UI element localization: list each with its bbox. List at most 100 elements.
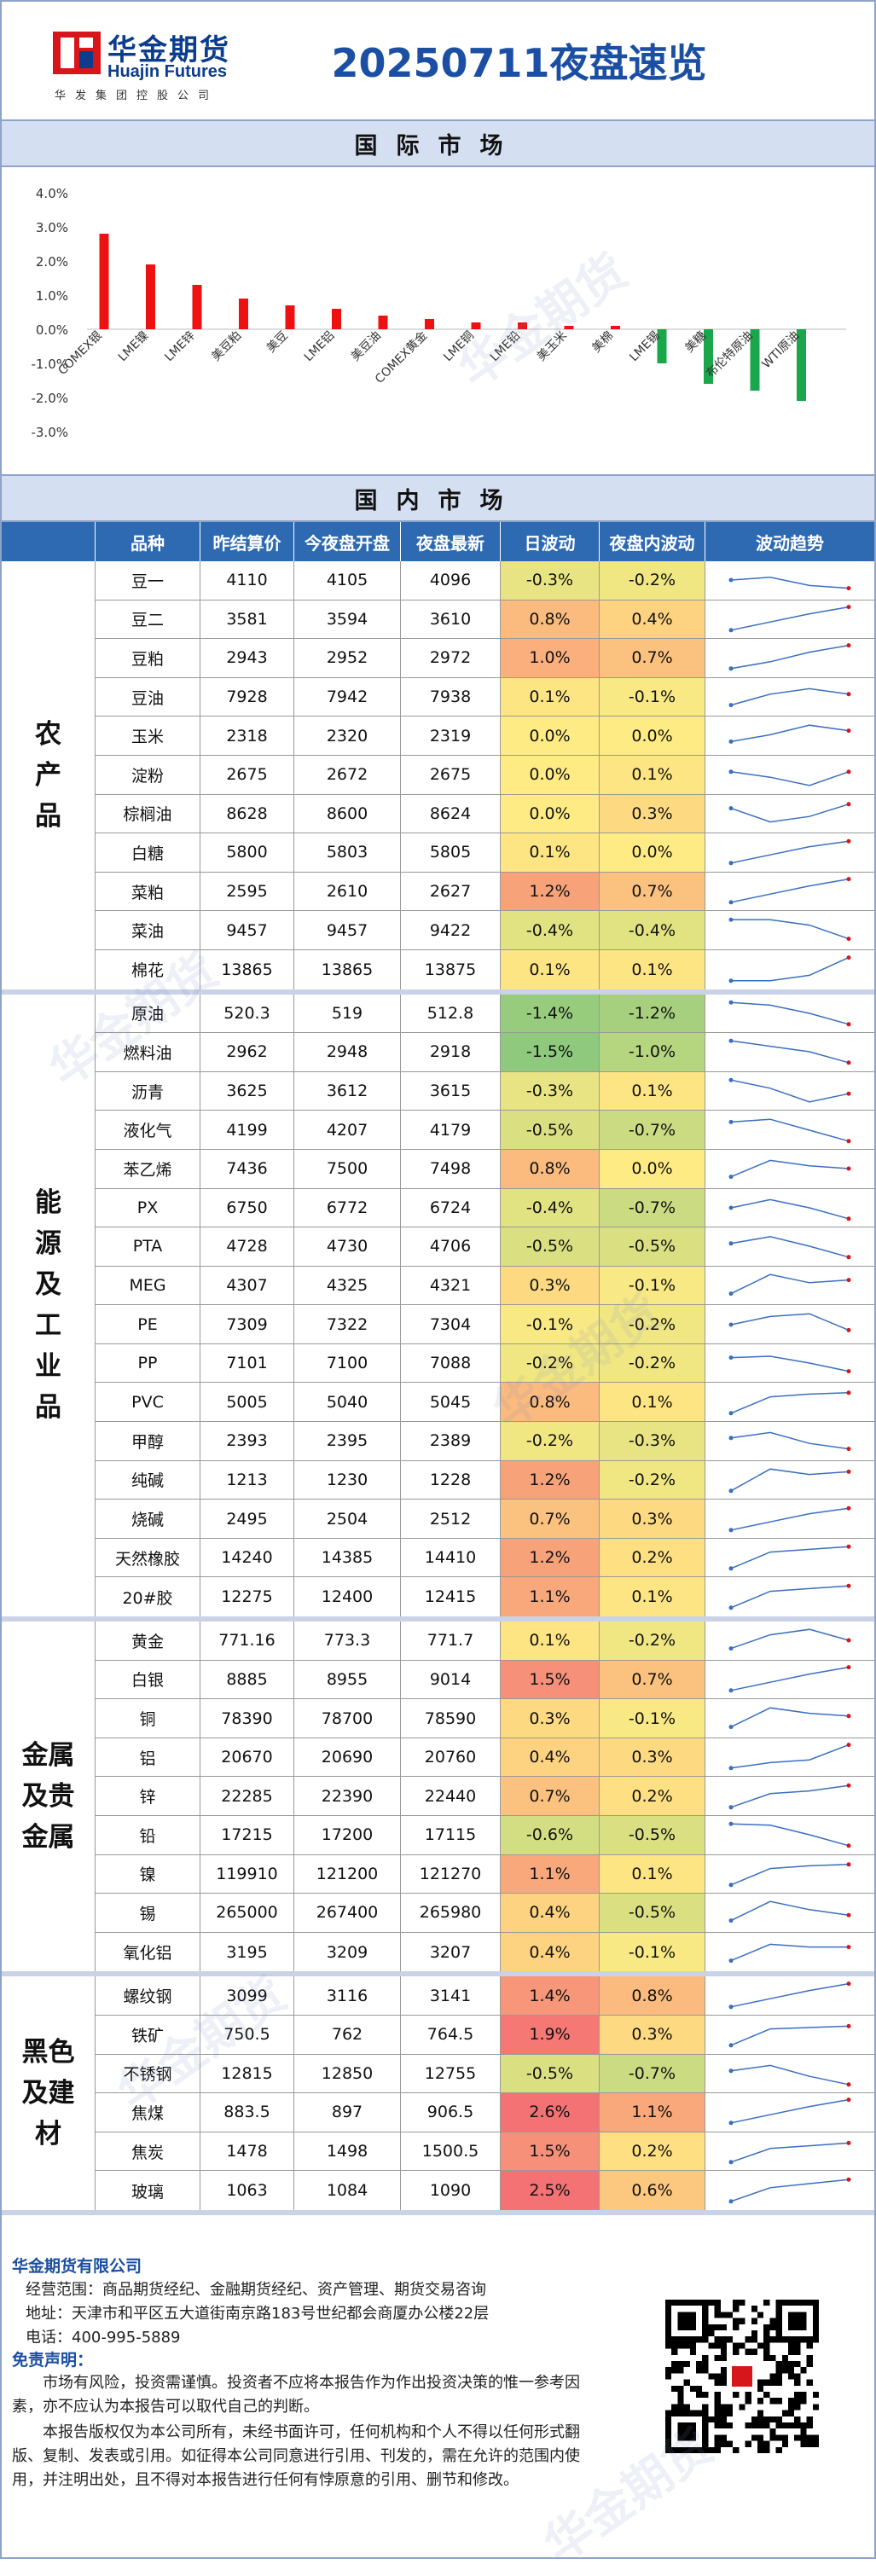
cell-night-change: -1.0% — [600, 1033, 705, 1071]
cell-name: 镍 — [96, 1854, 200, 1894]
cell-name: 20#胶 — [96, 1577, 200, 1617]
group-label: 农 产 品 — [2, 561, 96, 989]
cell-open: 2948 — [294, 1033, 401, 1071]
cell-settle: 4307 — [200, 1266, 294, 1305]
domestic-table-body: 农 产 品豆一 4110 4105 4096 -0.3% -0.2% 豆二 3581 3594 3… — [2, 561, 874, 2215]
sparkline — [728, 1783, 851, 1810]
cell-last: 3207 — [401, 1932, 501, 1972]
table-row: 白糖 5800 5803 5805 0.1% 0.0% — [96, 833, 874, 873]
y-tick-label: -2.0% — [31, 391, 68, 406]
bar-2 — [192, 285, 202, 329]
cell-settle: 1213 — [200, 1460, 294, 1500]
cell-settle: 119910 — [200, 1854, 294, 1894]
cell-trend — [705, 1150, 874, 1188]
sparkline — [728, 769, 851, 786]
cell-last: 3141 — [401, 1976, 501, 2015]
cell-open: 2395 — [294, 1422, 401, 1460]
cell-open: 121200 — [294, 1854, 401, 1894]
company-logo: 华金期货 Huajin Futures 华发集团控股公司 — [2, 1, 232, 120]
group-label: 能 源 及 工 业 品 — [2, 994, 96, 1617]
sparkline-point — [846, 692, 851, 697]
cell-name: 淀粉 — [96, 755, 200, 794]
y-tick-label: 4.0% — [36, 186, 68, 201]
sparkline-path — [730, 2025, 850, 2046]
sparkline-point — [846, 1638, 851, 1643]
cell-night-change: -0.3% — [600, 1422, 705, 1460]
cell-name: 铁矿 — [96, 2015, 200, 2054]
cell-trend — [705, 1622, 874, 1660]
cell-day-change: 0.1% — [501, 949, 600, 989]
sparkline-path — [730, 2179, 850, 2202]
table-row: 烧碱 2495 2504 2512 0.7% 0.3% — [96, 1500, 874, 1539]
sparkline-point — [728, 1724, 734, 1729]
sparkline — [728, 1943, 851, 1963]
cell-day-change: 0.4% — [501, 1932, 600, 1972]
group-block: 能 源 及 工 业 品原油 520.3 519 512.8 -1.4% -1.2% 燃料油 2… — [2, 994, 874, 1622]
footer-company: 华金期货有限公司 — [12, 2257, 142, 2276]
sparkline-path — [730, 1507, 850, 1531]
cell-name: 原油 — [96, 994, 200, 1033]
sparkline-point — [846, 1469, 851, 1474]
cell-open: 2952 — [294, 639, 401, 677]
cell-night-change: -0.1% — [600, 1699, 705, 1738]
cell-day-change: 0.0% — [501, 755, 600, 794]
sparkline-path — [730, 1900, 850, 1922]
cell-settle: 12275 — [200, 1577, 294, 1617]
logo-name-cn: 华金期货 — [107, 33, 230, 67]
report-header: 华金期货 Huajin Futures 华发集团控股公司 20250711夜盘速… — [2, 2, 874, 121]
bar-13 — [704, 329, 713, 384]
cell-open: 22390 — [294, 1777, 401, 1815]
cell-open: 7322 — [294, 1305, 401, 1343]
cell-settle: 5800 — [200, 833, 294, 872]
sparkline-point — [846, 1278, 851, 1283]
sparkline-path — [730, 606, 850, 631]
cell-day-change: -0.1% — [501, 1305, 600, 1343]
cell-last: 2627 — [401, 872, 501, 911]
cell-day-change: 0.8% — [501, 600, 600, 639]
cell-night-change: -0.5% — [600, 1894, 705, 1932]
cell-settle: 771.16 — [200, 1622, 294, 1660]
cell-last: 5805 — [401, 833, 501, 872]
sparkline-point — [728, 1821, 734, 1826]
sparkline-point — [846, 802, 851, 807]
cell-night-change: 0.1% — [600, 755, 705, 794]
cell-open: 519 — [294, 994, 401, 1033]
sparkline — [728, 1665, 851, 1693]
sparkline-path — [730, 1391, 850, 1414]
cell-name: 白糖 — [96, 833, 200, 872]
cell-last: 2389 — [401, 1422, 501, 1460]
table-row: 原油 520.3 519 512.8 -1.4% -1.2% — [96, 994, 874, 1034]
sparkline-path — [731, 956, 850, 982]
cell-night-change: 0.2% — [600, 1538, 705, 1577]
sparkline — [728, 1544, 851, 1571]
intl-section-title: 国际市场 — [2, 121, 874, 167]
footer-scope: 经营范围：商品期货经纪、金融期货经纪、资产管理、期货交易咨询 — [26, 2281, 486, 2299]
category-label: 美棉 — [589, 328, 617, 356]
sparkline — [728, 1159, 851, 1180]
cell-trend — [705, 873, 874, 911]
cell-day-change: 1.0% — [501, 639, 600, 677]
cell-settle: 2495 — [200, 1500, 294, 1538]
sparkline — [728, 2140, 851, 2165]
cell-name: 氧化铝 — [96, 1932, 200, 1972]
sparkline-point — [728, 2068, 734, 2074]
sparkline-point — [728, 1958, 734, 1963]
cell-night-change: 0.3% — [600, 1738, 705, 1777]
sparkline-point — [846, 1981, 851, 1986]
sparkline-point — [728, 1000, 734, 1005]
cell-night-change: -0.2% — [600, 1343, 705, 1383]
cell-settle: 2393 — [200, 1422, 294, 1460]
cell-last: 121270 — [401, 1854, 501, 1894]
sparkline-point — [728, 1205, 734, 1210]
cell-settle: 3099 — [200, 1976, 294, 2015]
cell-settle: 3581 — [200, 600, 294, 639]
header-night-change: 夜盘内波动 — [600, 522, 705, 561]
sparkline-path — [730, 1546, 850, 1569]
table-row: 20#胶 12275 12400 12415 1.1% 0.1% — [96, 1577, 874, 1617]
cell-settle: 520.3 — [200, 994, 294, 1033]
cell-name: 菜粕 — [96, 872, 200, 911]
cell-day-change: 0.7% — [501, 1500, 600, 1538]
cell-night-change: 0.7% — [600, 872, 705, 911]
cell-open: 5040 — [294, 1383, 401, 1422]
table-row: 铝 20670 20690 20760 0.4% 0.3% — [96, 1738, 874, 1778]
